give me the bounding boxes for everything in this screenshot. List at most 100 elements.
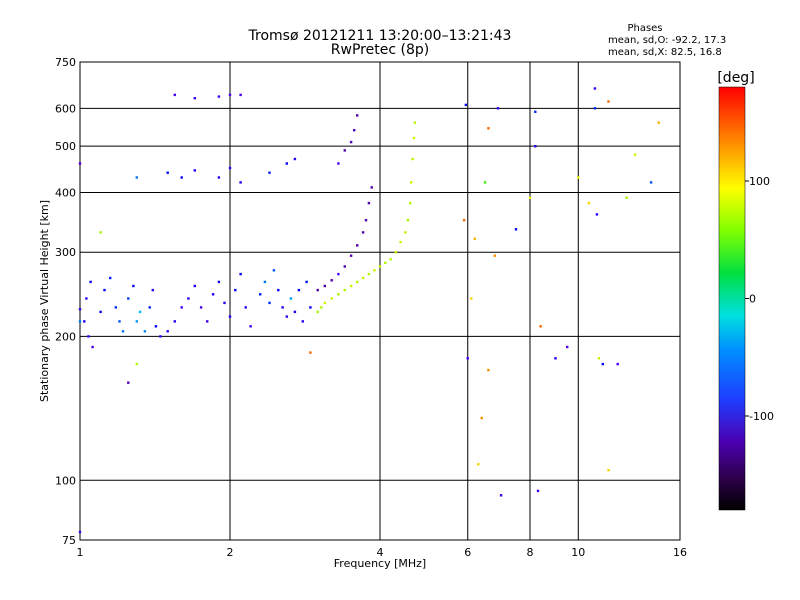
data-point	[320, 306, 323, 309]
data-point	[464, 103, 468, 107]
data-point	[462, 219, 466, 222]
data-point	[470, 297, 473, 300]
data-point	[138, 310, 142, 314]
data-point	[305, 280, 308, 284]
data-point	[289, 297, 293, 300]
data-point	[373, 269, 376, 272]
data-point	[259, 293, 262, 296]
data-point	[316, 310, 319, 314]
data-point	[127, 381, 130, 384]
data-point	[199, 306, 203, 309]
data-point	[528, 196, 532, 199]
data-point	[483, 181, 487, 184]
data-point	[389, 258, 392, 261]
colorbar-tick-label: 100	[749, 175, 770, 188]
data-point	[649, 181, 653, 184]
data-point	[114, 306, 117, 309]
data-point	[487, 368, 490, 372]
data-point	[595, 213, 599, 216]
y-tick-label: 300	[55, 246, 76, 259]
data-point	[193, 284, 196, 288]
data-point	[193, 169, 196, 172]
data-point	[587, 201, 590, 205]
data-point	[496, 107, 500, 110]
colorbar-ticks: 100 0 -100	[745, 175, 774, 423]
data-point	[293, 310, 297, 314]
data-point	[473, 237, 476, 240]
data-point	[234, 288, 237, 292]
data-point	[268, 301, 271, 305]
x-tick-label: 16	[673, 546, 687, 559]
x-tick-label: 4	[377, 546, 384, 559]
data-point	[99, 231, 102, 234]
data-point	[277, 288, 280, 292]
data-points	[78, 87, 660, 534]
data-point	[272, 269, 276, 272]
data-point	[337, 162, 340, 165]
data-point	[99, 310, 102, 314]
chart-title-line2: RwPretec (8p)	[331, 42, 429, 58]
x-tick-labels: 1 2 4 6 8 10 16	[77, 546, 688, 559]
data-point	[223, 301, 226, 305]
stats-title: Phases	[627, 23, 662, 34]
data-point	[91, 345, 94, 349]
data-point	[239, 272, 242, 276]
data-point	[180, 176, 183, 179]
data-point	[78, 162, 82, 165]
data-point	[166, 330, 169, 333]
x-tick-label: 8	[527, 546, 534, 559]
data-point	[343, 288, 346, 292]
colorbar-unit: [deg]	[717, 70, 754, 86]
data-point	[268, 171, 271, 174]
data-point	[349, 254, 353, 257]
data-point	[337, 272, 340, 276]
data-point	[281, 306, 284, 309]
y-tick-label: 100	[55, 474, 76, 487]
data-point	[293, 157, 297, 161]
data-point	[297, 288, 301, 292]
data-point	[228, 93, 232, 97]
data-point	[285, 315, 288, 318]
data-point	[364, 219, 368, 222]
data-point	[349, 140, 353, 144]
data-point	[217, 176, 221, 179]
y-tick-labels: 75 100 200 300 400 500 600 750	[55, 56, 76, 547]
data-point	[593, 87, 597, 90]
data-point	[534, 145, 537, 148]
data-point	[466, 357, 469, 360]
data-point	[173, 320, 176, 323]
data-point	[406, 219, 410, 222]
data-point	[361, 276, 365, 280]
data-point	[159, 335, 162, 338]
data-point	[367, 201, 371, 205]
data-point	[633, 153, 637, 156]
stats-o-mode: mean, sd,O: -92.2, 17.3	[608, 35, 726, 46]
data-point	[616, 362, 619, 366]
data-point	[103, 288, 106, 292]
data-point	[78, 308, 82, 311]
data-point	[411, 157, 414, 161]
data-point	[148, 306, 151, 309]
y-tick-label: 750	[55, 56, 76, 69]
data-point	[154, 325, 158, 328]
y-tick-label: 500	[55, 140, 76, 153]
data-point	[337, 293, 340, 296]
data-point	[607, 100, 610, 103]
data-point	[173, 93, 176, 97]
data-point	[217, 280, 221, 284]
data-point	[534, 110, 537, 113]
data-point	[85, 297, 88, 300]
data-point	[356, 244, 359, 247]
x-tick-label: 1	[77, 546, 84, 559]
data-point	[121, 330, 125, 333]
data-point	[514, 228, 518, 231]
data-point	[554, 357, 557, 360]
data-point	[577, 176, 580, 179]
data-point	[409, 201, 412, 205]
data-point	[127, 297, 130, 300]
data-point	[109, 276, 112, 280]
data-point	[166, 171, 169, 174]
data-point	[211, 293, 215, 296]
stats-x-mode: mean, sd,X: 82.5, 16.8	[608, 47, 722, 58]
